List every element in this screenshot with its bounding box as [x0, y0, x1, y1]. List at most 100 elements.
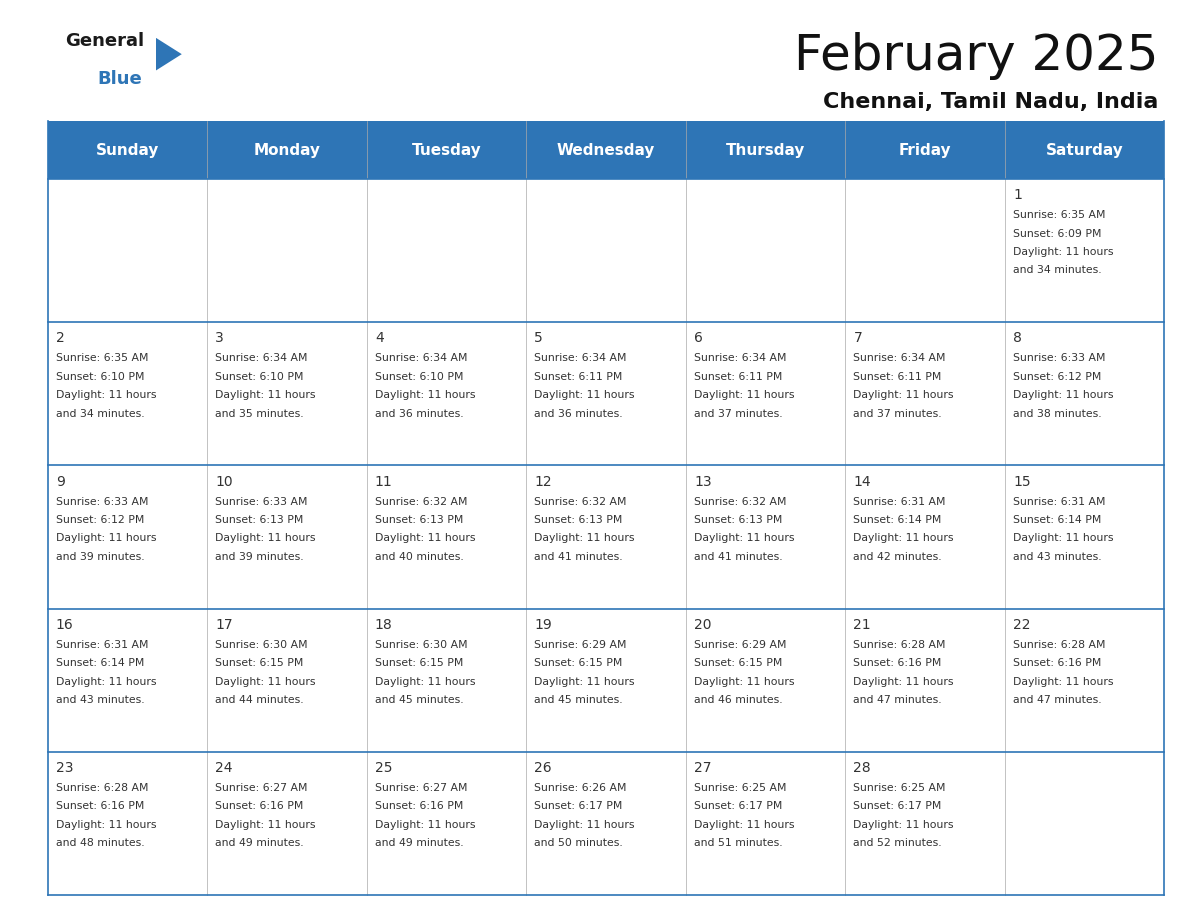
- Text: Sunrise: 6:31 AM: Sunrise: 6:31 AM: [853, 497, 946, 507]
- Text: 21: 21: [853, 618, 871, 632]
- Text: Sunday: Sunday: [95, 142, 159, 158]
- Text: Daylight: 11 hours: Daylight: 11 hours: [694, 677, 795, 687]
- Text: Sunset: 6:15 PM: Sunset: 6:15 PM: [215, 658, 304, 668]
- Text: Sunset: 6:13 PM: Sunset: 6:13 PM: [215, 515, 304, 525]
- Text: 7: 7: [853, 331, 862, 345]
- Text: February 2025: February 2025: [794, 32, 1158, 80]
- Text: Sunset: 6:17 PM: Sunset: 6:17 PM: [853, 801, 942, 812]
- Text: Daylight: 11 hours: Daylight: 11 hours: [853, 390, 954, 400]
- Text: and 50 minutes.: and 50 minutes.: [535, 838, 624, 848]
- Text: Sunrise: 6:26 AM: Sunrise: 6:26 AM: [535, 783, 627, 793]
- Text: and 37 minutes.: and 37 minutes.: [694, 409, 783, 419]
- Text: Sunset: 6:14 PM: Sunset: 6:14 PM: [56, 658, 144, 668]
- Text: Daylight: 11 hours: Daylight: 11 hours: [535, 677, 634, 687]
- Text: Daylight: 11 hours: Daylight: 11 hours: [215, 820, 316, 830]
- Text: Daylight: 11 hours: Daylight: 11 hours: [375, 820, 475, 830]
- Text: Sunrise: 6:33 AM: Sunrise: 6:33 AM: [215, 497, 308, 507]
- Text: Sunrise: 6:35 AM: Sunrise: 6:35 AM: [56, 353, 148, 364]
- Text: Sunset: 6:10 PM: Sunset: 6:10 PM: [56, 372, 144, 382]
- Text: Wednesday: Wednesday: [557, 142, 655, 158]
- Text: 24: 24: [215, 761, 233, 775]
- Text: Saturday: Saturday: [1045, 142, 1124, 158]
- Text: Sunset: 6:14 PM: Sunset: 6:14 PM: [1013, 515, 1101, 525]
- Text: Sunset: 6:11 PM: Sunset: 6:11 PM: [535, 372, 623, 382]
- Text: 1: 1: [1013, 188, 1022, 202]
- Text: and 41 minutes.: and 41 minutes.: [694, 552, 783, 562]
- Text: and 51 minutes.: and 51 minutes.: [694, 838, 783, 848]
- Text: 15: 15: [1013, 475, 1031, 488]
- Text: Daylight: 11 hours: Daylight: 11 hours: [694, 533, 795, 543]
- Text: 8: 8: [1013, 331, 1022, 345]
- Text: Sunset: 6:17 PM: Sunset: 6:17 PM: [535, 801, 623, 812]
- Text: 11: 11: [375, 475, 393, 488]
- Text: Sunset: 6:10 PM: Sunset: 6:10 PM: [215, 372, 304, 382]
- Text: Sunrise: 6:30 AM: Sunrise: 6:30 AM: [375, 640, 468, 650]
- Text: Daylight: 11 hours: Daylight: 11 hours: [56, 820, 157, 830]
- Text: Sunset: 6:11 PM: Sunset: 6:11 PM: [853, 372, 942, 382]
- Text: Daylight: 11 hours: Daylight: 11 hours: [535, 533, 634, 543]
- Text: Daylight: 11 hours: Daylight: 11 hours: [694, 820, 795, 830]
- Text: 28: 28: [853, 761, 871, 775]
- Text: and 39 minutes.: and 39 minutes.: [215, 552, 304, 562]
- Text: Daylight: 11 hours: Daylight: 11 hours: [56, 390, 157, 400]
- Text: Sunset: 6:13 PM: Sunset: 6:13 PM: [375, 515, 463, 525]
- Polygon shape: [156, 38, 182, 71]
- Text: Daylight: 11 hours: Daylight: 11 hours: [853, 533, 954, 543]
- Text: Sunrise: 6:34 AM: Sunrise: 6:34 AM: [694, 353, 786, 364]
- Text: Sunrise: 6:33 AM: Sunrise: 6:33 AM: [1013, 353, 1106, 364]
- Text: 4: 4: [375, 331, 384, 345]
- Text: Sunrise: 6:32 AM: Sunrise: 6:32 AM: [694, 497, 786, 507]
- Text: Chennai, Tamil Nadu, India: Chennai, Tamil Nadu, India: [823, 92, 1158, 112]
- Text: Sunset: 6:16 PM: Sunset: 6:16 PM: [1013, 658, 1101, 668]
- Text: Thursday: Thursday: [726, 142, 805, 158]
- Text: Sunrise: 6:28 AM: Sunrise: 6:28 AM: [56, 783, 148, 793]
- Text: 16: 16: [56, 618, 74, 632]
- Text: Daylight: 11 hours: Daylight: 11 hours: [56, 677, 157, 687]
- Text: and 49 minutes.: and 49 minutes.: [215, 838, 304, 848]
- Text: Sunset: 6:16 PM: Sunset: 6:16 PM: [375, 801, 463, 812]
- Text: 18: 18: [375, 618, 393, 632]
- Text: and 48 minutes.: and 48 minutes.: [56, 838, 145, 848]
- Text: Sunrise: 6:29 AM: Sunrise: 6:29 AM: [535, 640, 627, 650]
- Text: and 52 minutes.: and 52 minutes.: [853, 838, 942, 848]
- Text: and 36 minutes.: and 36 minutes.: [375, 409, 463, 419]
- Text: Sunrise: 6:31 AM: Sunrise: 6:31 AM: [1013, 497, 1106, 507]
- Text: General: General: [65, 32, 145, 50]
- Text: and 44 minutes.: and 44 minutes.: [215, 695, 304, 705]
- Text: 5: 5: [535, 331, 543, 345]
- Text: Daylight: 11 hours: Daylight: 11 hours: [1013, 247, 1113, 257]
- Text: Sunrise: 6:33 AM: Sunrise: 6:33 AM: [56, 497, 148, 507]
- Text: Sunset: 6:17 PM: Sunset: 6:17 PM: [694, 801, 783, 812]
- Text: and 47 minutes.: and 47 minutes.: [1013, 695, 1101, 705]
- Text: 12: 12: [535, 475, 552, 488]
- Text: and 35 minutes.: and 35 minutes.: [215, 409, 304, 419]
- Text: and 41 minutes.: and 41 minutes.: [535, 552, 623, 562]
- Text: Sunrise: 6:27 AM: Sunrise: 6:27 AM: [375, 783, 467, 793]
- Text: Daylight: 11 hours: Daylight: 11 hours: [535, 390, 634, 400]
- Text: and 47 minutes.: and 47 minutes.: [853, 695, 942, 705]
- Text: Sunset: 6:15 PM: Sunset: 6:15 PM: [694, 658, 783, 668]
- Text: Daylight: 11 hours: Daylight: 11 hours: [215, 533, 316, 543]
- Text: Sunset: 6:16 PM: Sunset: 6:16 PM: [215, 801, 304, 812]
- Text: Sunrise: 6:35 AM: Sunrise: 6:35 AM: [1013, 210, 1106, 220]
- Text: Friday: Friday: [898, 142, 952, 158]
- Text: Sunset: 6:10 PM: Sunset: 6:10 PM: [375, 372, 463, 382]
- Text: Sunrise: 6:32 AM: Sunrise: 6:32 AM: [535, 497, 627, 507]
- Text: Daylight: 11 hours: Daylight: 11 hours: [853, 820, 954, 830]
- Text: Blue: Blue: [97, 70, 143, 88]
- Text: Sunset: 6:11 PM: Sunset: 6:11 PM: [694, 372, 783, 382]
- Text: Sunrise: 6:28 AM: Sunrise: 6:28 AM: [853, 640, 946, 650]
- Text: Sunset: 6:12 PM: Sunset: 6:12 PM: [56, 515, 144, 525]
- Text: 3: 3: [215, 331, 225, 345]
- Text: Daylight: 11 hours: Daylight: 11 hours: [215, 390, 316, 400]
- Text: and 43 minutes.: and 43 minutes.: [1013, 552, 1101, 562]
- Text: Sunset: 6:15 PM: Sunset: 6:15 PM: [535, 658, 623, 668]
- Text: 2: 2: [56, 331, 64, 345]
- Text: Tuesday: Tuesday: [411, 142, 481, 158]
- Text: 22: 22: [1013, 618, 1030, 632]
- Text: Sunrise: 6:29 AM: Sunrise: 6:29 AM: [694, 640, 786, 650]
- Text: and 46 minutes.: and 46 minutes.: [694, 695, 783, 705]
- Text: Sunset: 6:13 PM: Sunset: 6:13 PM: [694, 515, 783, 525]
- Text: and 36 minutes.: and 36 minutes.: [535, 409, 623, 419]
- Text: 17: 17: [215, 618, 233, 632]
